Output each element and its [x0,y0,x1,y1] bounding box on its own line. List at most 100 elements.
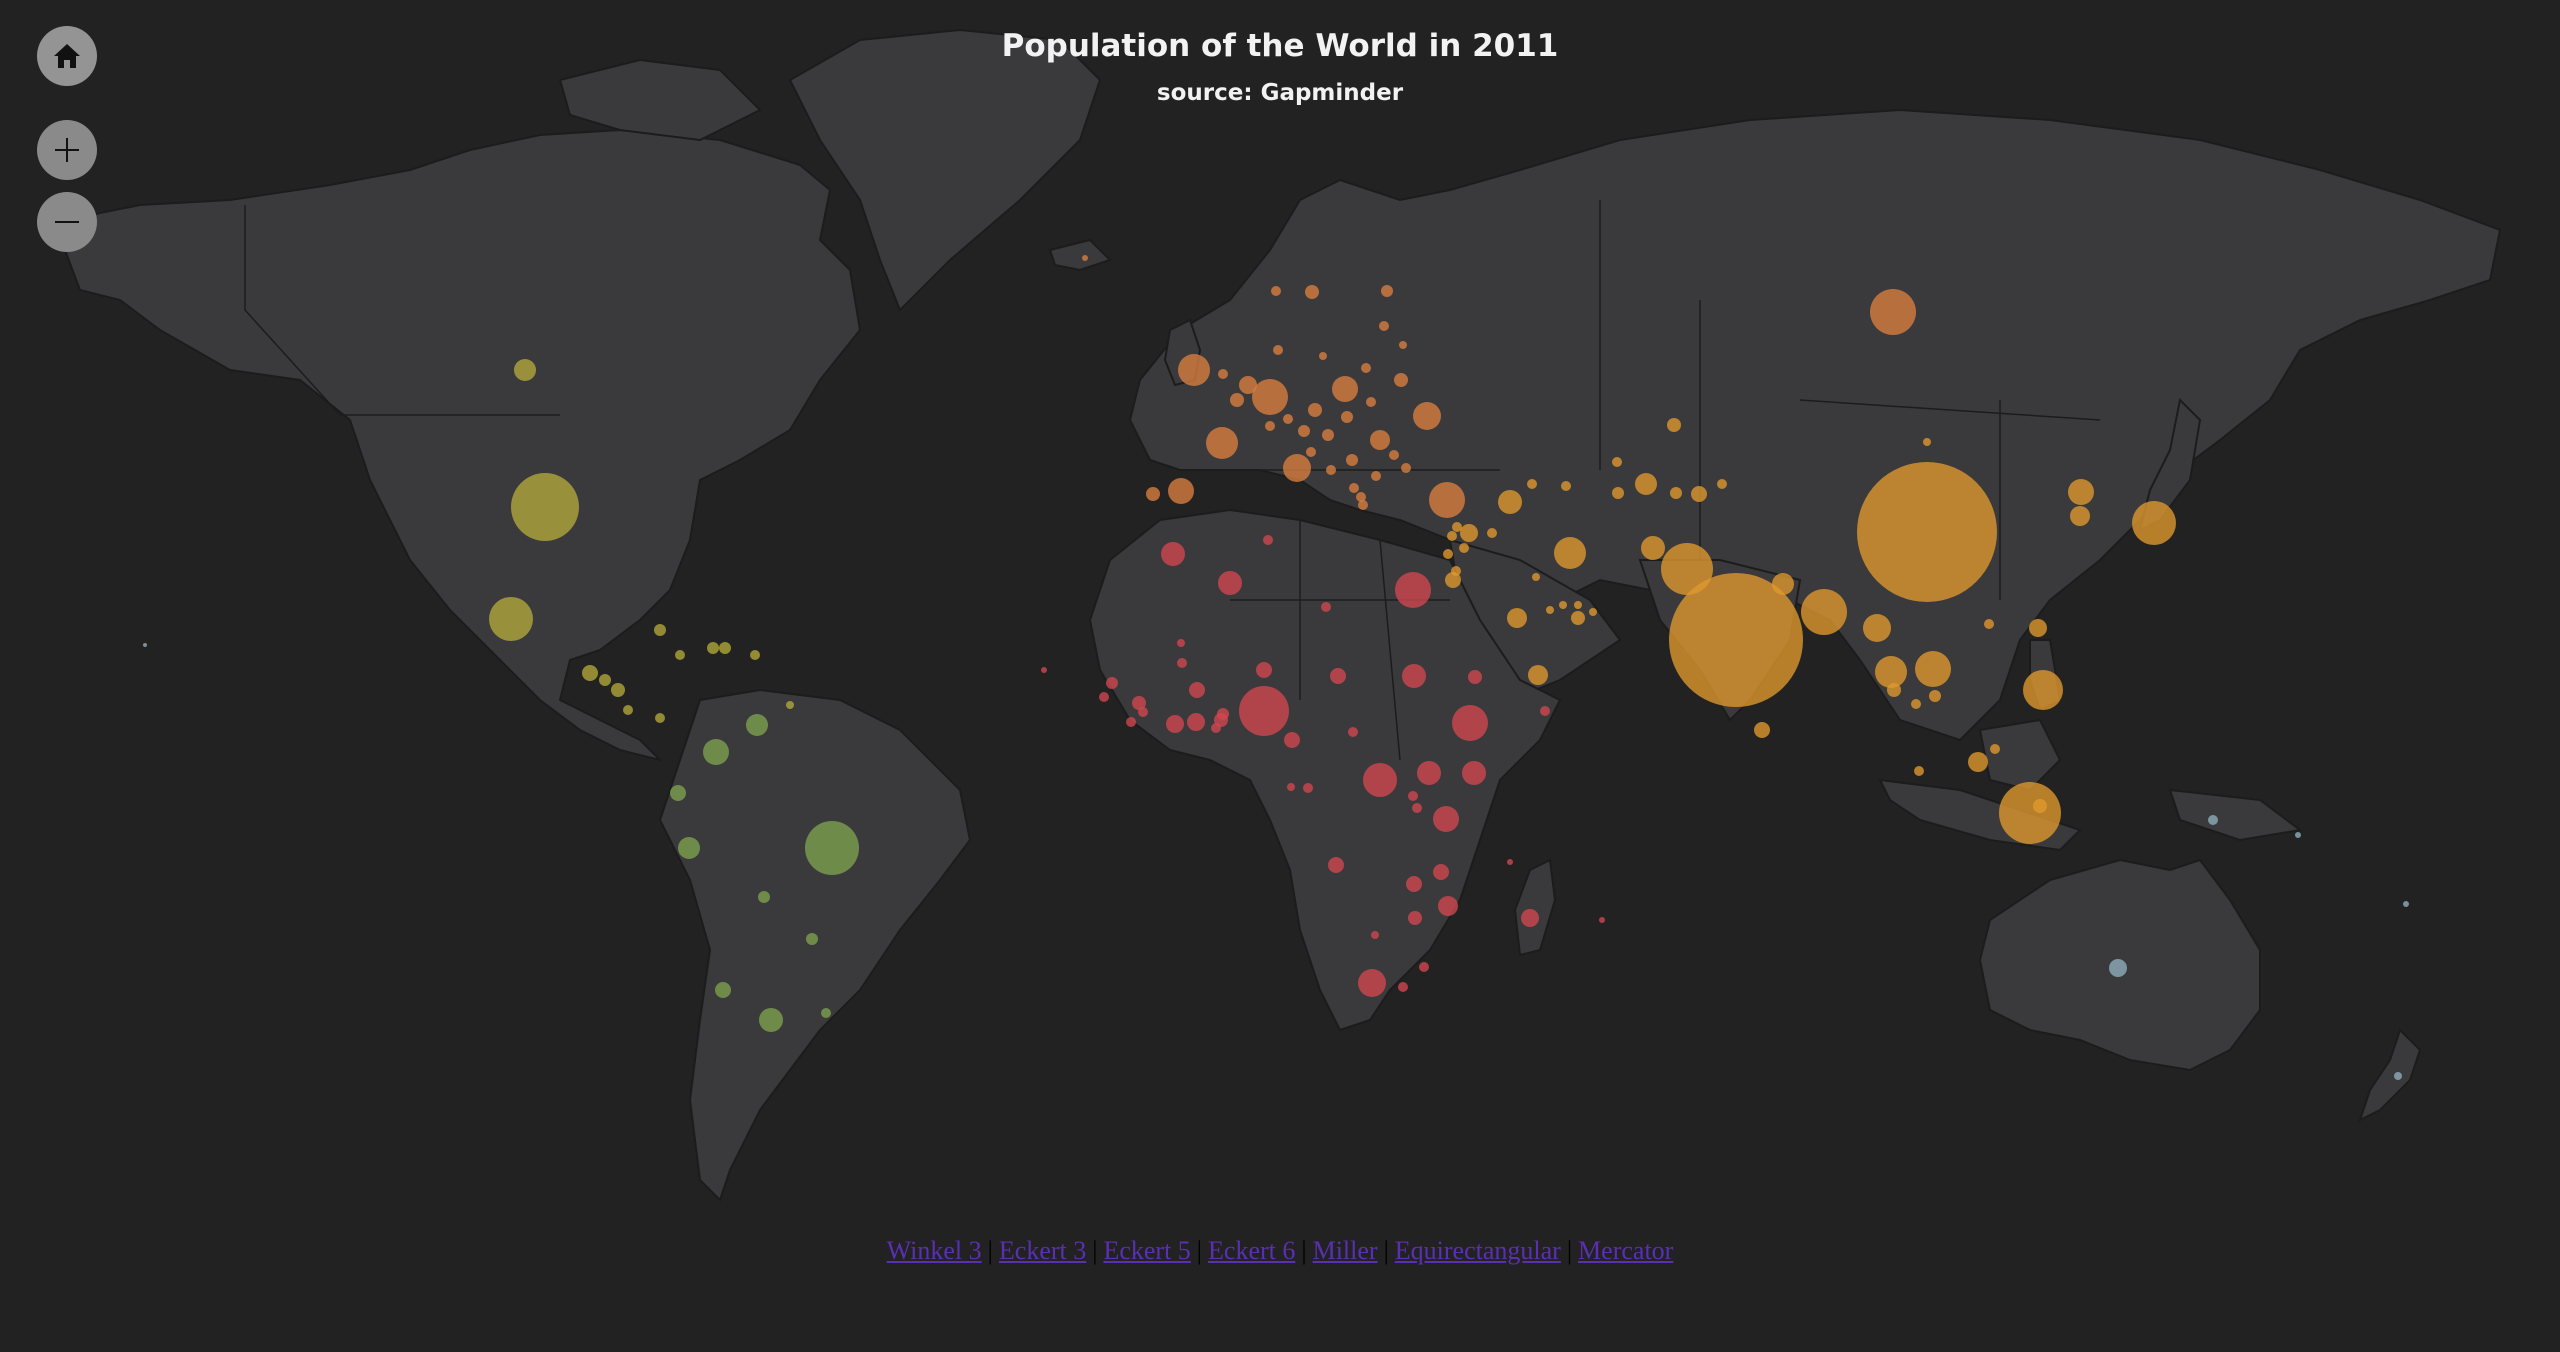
population-bubble-europe[interactable] [1283,414,1293,424]
population-bubble-south-america[interactable] [746,714,768,736]
population-bubble-asia[interactable] [1612,457,1622,467]
population-bubble-asia[interactable] [1857,462,1997,602]
population-bubble-asia[interactable] [1929,690,1941,702]
population-bubble-africa[interactable] [1599,917,1605,923]
population-bubble-asia[interactable] [1527,479,1537,489]
projection-link-winkel3[interactable]: Winkel 3 [886,1236,982,1265]
population-bubble-africa[interactable] [1348,727,1358,737]
population-bubble-asia[interactable] [1445,572,1461,588]
population-bubble-asia[interactable] [1717,479,1727,489]
population-bubble-asia[interactable] [1452,522,1462,532]
population-bubble-europe[interactable] [1379,321,1389,331]
population-bubble-asia[interactable] [1559,601,1567,609]
population-bubble-asia[interactable] [1571,611,1585,625]
population-bubble-europe[interactable] [1326,465,1336,475]
population-bubble-south-america[interactable] [805,821,859,875]
population-bubble-africa[interactable] [1041,667,1047,673]
population-bubble-africa[interactable] [1217,708,1229,720]
population-bubble-africa[interactable] [1303,783,1313,793]
population-bubble-oceania[interactable] [2394,1072,2402,1080]
population-bubble-africa[interactable] [1408,911,1422,925]
population-bubble-asia[interactable] [1875,656,1907,688]
population-bubble-asia[interactable] [2033,799,2047,813]
population-bubble-asia[interactable] [1754,722,1770,738]
population-bubble-africa[interactable] [1263,535,1273,545]
population-bubble-africa[interactable] [1417,761,1441,785]
population-bubble-africa[interactable] [1211,723,1221,733]
population-bubble-africa[interactable] [1402,664,1426,688]
population-bubble-africa[interactable] [1452,705,1488,741]
population-bubble-asia[interactable] [2132,501,2176,545]
population-bubble-asia[interactable] [1691,486,1707,502]
population-bubble-europe[interactable] [1356,492,1366,502]
population-bubble-europe[interactable] [1399,341,1407,349]
population-bubble-africa[interactable] [1521,909,1539,927]
population-bubble-asia[interactable] [1443,549,1453,559]
population-bubble-africa[interactable] [1468,670,1482,684]
population-bubble-asia[interactable] [1772,573,1794,595]
population-bubble-north-america[interactable] [655,713,665,723]
population-bubble-africa[interactable] [1406,876,1422,892]
population-bubble-europe[interactable] [1082,255,1088,261]
population-bubble-africa[interactable] [1462,761,1486,785]
population-bubble-europe[interactable] [1239,376,1257,394]
population-bubble-africa[interactable] [1187,713,1205,731]
population-bubble-south-america[interactable] [758,891,770,903]
population-bubble-europe[interactable] [1271,286,1281,296]
population-bubble-africa[interactable] [1321,602,1331,612]
population-bubble-africa[interactable] [1138,707,1148,717]
population-bubble-asia[interactable] [2068,479,2094,505]
population-bubble-north-america[interactable] [707,642,719,654]
population-bubble-asia[interactable] [1863,614,1891,642]
population-bubble-asia[interactable] [1669,573,1803,707]
population-bubble-africa[interactable] [1408,791,1418,801]
population-bubble-south-america[interactable] [670,785,686,801]
population-bubble-asia[interactable] [1574,601,1582,609]
population-bubble-asia[interactable] [2023,670,2063,710]
population-bubble-asia[interactable] [1984,619,1994,629]
population-bubble-europe[interactable] [1218,369,1228,379]
population-bubble-africa[interactable] [1189,682,1205,698]
population-bubble-asia[interactable] [1532,573,1540,581]
population-bubble-asia[interactable] [1661,543,1713,595]
population-bubble-europe[interactable] [1394,373,1408,387]
population-bubble-africa[interactable] [1256,662,1272,678]
population-bubble-europe[interactable] [1283,454,1311,482]
population-bubble-north-america[interactable] [654,624,666,636]
population-bubble-africa[interactable] [1358,969,1386,997]
population-bubble-north-america[interactable] [675,650,685,660]
population-bubble-asia[interactable] [1498,490,1522,514]
population-bubble-europe[interactable] [1370,430,1390,450]
population-bubble-europe[interactable] [1341,411,1353,423]
population-bubble-europe[interactable] [1306,447,1316,457]
population-bubble-europe[interactable] [1358,500,1368,510]
projection-link-eckert3[interactable]: Eckert 3 [998,1236,1087,1265]
population-bubble-europe[interactable] [1401,463,1411,473]
population-bubble-europe[interactable] [1349,483,1359,493]
zoom-in-button[interactable] [37,120,97,180]
population-bubble-north-america[interactable] [719,642,731,654]
population-bubble-europe[interactable] [1381,285,1393,297]
population-bubble-africa[interactable] [1438,896,1458,916]
population-bubble-europe[interactable] [1322,429,1334,441]
population-bubble-europe[interactable] [1371,471,1381,481]
population-bubble-europe[interactable] [1305,285,1319,299]
population-bubble-africa[interactable] [1177,639,1185,647]
population-bubble-north-america[interactable] [489,597,533,641]
population-bubble-europe[interactable] [1178,354,1210,386]
population-bubble-europe[interactable] [1319,352,1327,360]
population-bubble-europe[interactable] [1366,397,1376,407]
population-bubble-europe[interactable] [1413,402,1441,430]
population-bubble-africa[interactable] [1161,542,1185,566]
population-bubble-africa[interactable] [1126,717,1136,727]
population-bubble-north-america[interactable] [511,473,579,541]
population-bubble-europe[interactable] [1230,393,1244,407]
population-bubble-africa[interactable] [1132,696,1146,710]
population-bubble-africa[interactable] [1419,962,1429,972]
population-bubble-oceania[interactable] [2109,959,2127,977]
population-bubble-europe[interactable] [1389,450,1399,460]
projection-link-equirectangular[interactable]: Equirectangular [1394,1236,1561,1265]
population-bubble-asia[interactable] [1999,782,2061,844]
population-bubble-asia[interactable] [2029,619,2047,637]
